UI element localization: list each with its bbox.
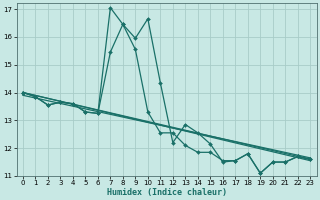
X-axis label: Humidex (Indice chaleur): Humidex (Indice chaleur) <box>107 188 227 197</box>
